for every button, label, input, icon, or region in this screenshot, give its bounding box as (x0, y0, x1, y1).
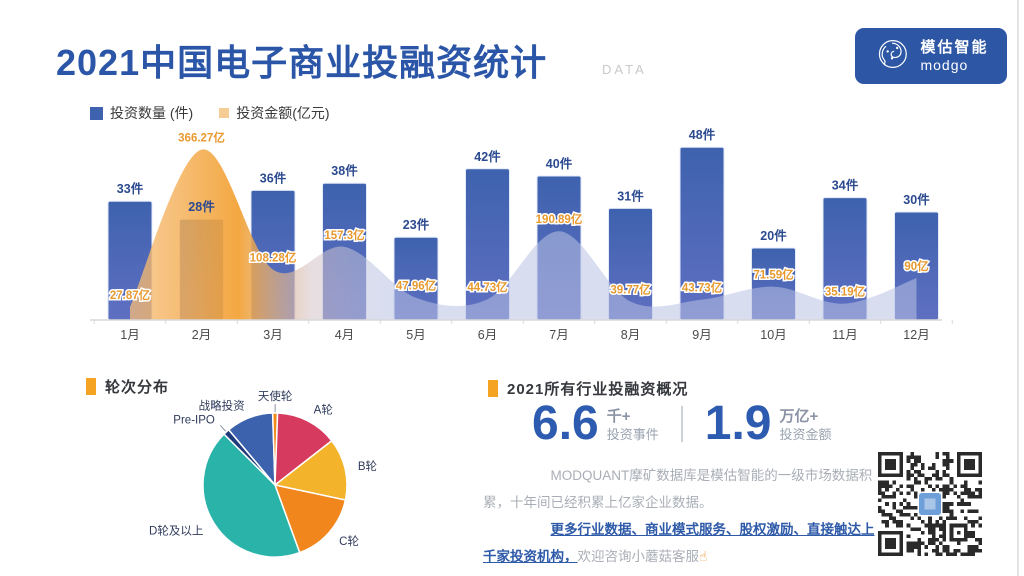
logo-name-en: modgo (920, 56, 969, 73)
svg-text:9月: 9月 (692, 328, 711, 342)
svg-text:43.73亿: 43.73亿 (682, 281, 723, 295)
svg-text:190.89亿: 190.89亿 (536, 212, 583, 226)
slide-right-edge (1017, 0, 1019, 576)
svg-text:30件: 30件 (903, 192, 930, 207)
legend-amount-label: 投资金额(亿元) (236, 105, 330, 121)
svg-text:35.19亿: 35.19亿 (825, 285, 866, 299)
svg-text:34件: 34件 (832, 178, 859, 193)
pointing-hand-icon: ☝ (699, 549, 708, 564)
orange-bullet-icon (86, 378, 96, 395)
svg-text:38件: 38件 (331, 163, 358, 178)
svg-text:3月: 3月 (263, 328, 282, 342)
svg-text:4月: 4月 (335, 328, 354, 342)
combo-chart-svg: 1月 2月 3月 4月 5月 6月 7月 8月 9月 10月 11月 12月 33件 28件 36件 38件 2… (90, 127, 953, 342)
svg-text:28件: 28件 (188, 199, 215, 214)
svg-text:C轮: C轮 (339, 534, 359, 548)
svg-text:7月: 7月 (549, 328, 568, 342)
svg-text:2月: 2月 (192, 328, 211, 342)
overview-section-title: 2021所有行业投融资概况 (507, 381, 689, 398)
page-title: 2021中国电子商业投融资统计 (56, 42, 548, 83)
svg-text:23件: 23件 (403, 217, 430, 232)
svg-text:71.59亿: 71.59亿 (753, 268, 794, 282)
rounds-section-title: 轮次分布 (105, 379, 170, 396)
svg-text:12月: 12月 (903, 328, 929, 342)
svg-text:D轮及以上: D轮及以上 (149, 524, 203, 538)
stat-investment-amount: 1.9 万亿+ 投资金额 (705, 400, 832, 448)
overview-stats: 6.6 千+ 投资事件 1.9 万亿+ 投资金额 (532, 400, 832, 448)
svg-text:5月: 5月 (406, 328, 425, 342)
stat-label: 投资金额 (779, 426, 832, 442)
stat-unit: 万亿+ (779, 408, 819, 425)
legend-item-count: 投资数量 (件) (90, 103, 193, 123)
svg-text:1月: 1月 (120, 328, 139, 342)
svg-text:33件: 33件 (117, 181, 144, 196)
combo-chart-legend: 投资数量 (件) 投资金额(亿元) (90, 103, 330, 123)
overview-description: MODQUANT摩矿数据库是模估智能的一级市场数据积累，十年间已经积累上亿家企业… (483, 462, 883, 570)
description-emphasis: 更多行业数据、商业模式服务、股权激励、直接触达上千家投资机构， (483, 522, 875, 564)
description-paragraph-2: 更多行业数据、商业模式服务、股权激励、直接触达上千家投资机构，欢迎咨询小蘑菇客服… (483, 516, 883, 570)
svg-text:42件: 42件 (474, 149, 501, 164)
svg-text:47.96亿: 47.96亿 (396, 279, 437, 293)
svg-text:11月: 11月 (832, 328, 857, 342)
svg-text:39.77亿: 39.77亿 (610, 283, 651, 297)
svg-text:战略投资: 战略投资 (199, 399, 245, 413)
svg-text:6月: 6月 (478, 328, 497, 342)
svg-text:Pre-IPO: Pre-IPO (173, 414, 215, 426)
svg-text:36件: 36件 (260, 170, 287, 185)
svg-text:B轮: B轮 (358, 459, 378, 473)
svg-text:90亿: 90亿 (904, 259, 929, 273)
svg-text:20件: 20件 (760, 228, 787, 243)
stat-value: 1.9 (704, 397, 772, 450)
description-tail: 欢迎咨询小蘑菇客服 (577, 549, 700, 564)
svg-text:A轮: A轮 (314, 402, 334, 416)
svg-text:31件: 31件 (617, 188, 644, 203)
svg-text:108.28亿: 108.28亿 (250, 251, 297, 265)
qr-code (878, 452, 982, 556)
stat-value: 6.6 (532, 397, 599, 450)
legend-item-amount: 投资金额(亿元) (219, 103, 330, 123)
area-series-swatch (219, 108, 230, 118)
stat-unit: 千+ (606, 408, 631, 425)
svg-text:366.27亿: 366.27亿 (178, 131, 225, 145)
svg-text:40件: 40件 (546, 156, 573, 171)
svg-text:10月: 10月 (760, 328, 786, 342)
modgo-head-icon (873, 35, 911, 78)
stat-divider (680, 406, 683, 442)
svg-text:天使轮: 天使轮 (258, 389, 293, 403)
svg-text:48件: 48件 (689, 127, 716, 142)
stat-investment-events: 6.6 千+ 投资事件 (532, 400, 659, 448)
bar-series-swatch (90, 106, 103, 120)
orange-bullet-icon (488, 380, 498, 397)
legend-count-label: 投资数量 (件) (110, 105, 194, 121)
logo-name-cn: 模估智能 (920, 39, 989, 57)
stat-label: 投资事件 (606, 426, 659, 442)
svg-text:44.73亿: 44.73亿 (467, 280, 508, 294)
watermark-data-label: DATA (602, 62, 647, 77)
svg-text:8月: 8月 (621, 328, 640, 342)
description-paragraph-1: MODQUANT摩矿数据库是模估智能的一级市场数据积累，十年间已经积累上亿家企业… (483, 468, 873, 510)
overview-section-header: 2021所有行业投融资概况 (488, 378, 688, 399)
svg-text:27.87亿: 27.87亿 (110, 288, 151, 302)
rounds-section-header: 轮次分布 (86, 376, 169, 397)
modgo-logo: 模估智能 modgo (855, 28, 1007, 84)
svg-text:157.3亿: 157.3亿 (324, 228, 365, 242)
